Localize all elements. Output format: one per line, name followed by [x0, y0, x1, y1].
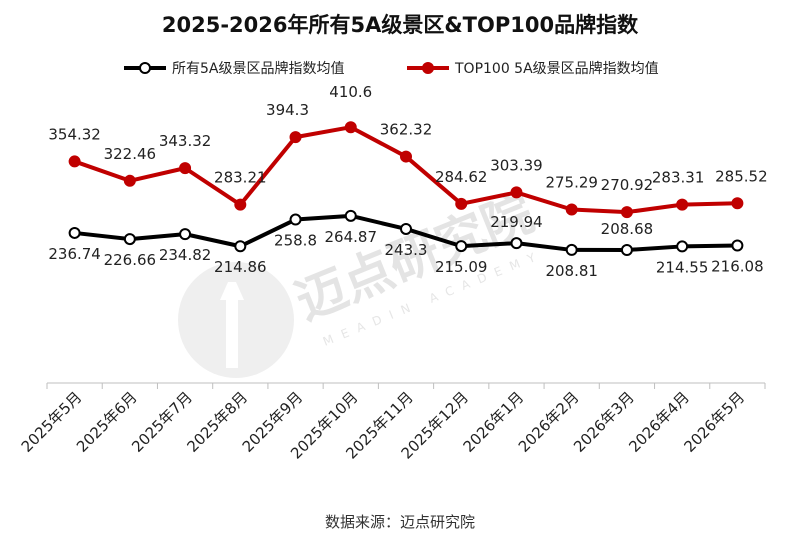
data-label-red: 394.3 — [266, 101, 309, 119]
legend-label-black: 所有5A级景区品牌指数均值 — [172, 60, 344, 77]
data-point-series-0 — [344, 209, 357, 222]
data-label-black: 214.55 — [656, 258, 709, 276]
legend-marker-black — [139, 62, 151, 74]
data-label-black: 264.87 — [325, 228, 378, 246]
data-point-series-1 — [68, 155, 81, 168]
chart-title: 2025-2026年所有5A级景区&TOP100品牌指数 — [162, 13, 639, 37]
data-point-series-1 — [620, 206, 633, 219]
data-point-series-0 — [565, 243, 578, 256]
data-label-red: 354.32 — [48, 125, 101, 143]
data-point-series-0 — [455, 240, 468, 253]
legend-marker-red — [422, 62, 434, 74]
x-axis-labels: 2025年5月2025年6月2025年7月2025年8月2025年9月2025年… — [18, 388, 748, 462]
data-point-series-0 — [289, 213, 302, 226]
data-label-red: 285.52 — [715, 167, 768, 185]
data-label-red: 343.32 — [159, 132, 212, 150]
data-label-black: 236.74 — [48, 245, 101, 263]
data-point-series-1 — [455, 197, 468, 210]
data-label-red: 284.62 — [435, 168, 488, 186]
data-point-series-0 — [731, 239, 744, 252]
data-point-series-1 — [179, 162, 192, 175]
source-note: 数据来源：迈点研究院 — [325, 513, 475, 531]
data-point-series-1 — [510, 186, 523, 199]
data-label-black: 226.66 — [104, 251, 157, 269]
data-point-series-0 — [676, 240, 689, 253]
data-point-series-1 — [344, 121, 357, 134]
data-label-black: 208.68 — [601, 220, 654, 238]
data-label-black: 214.86 — [214, 258, 267, 276]
data-label-black: 216.08 — [711, 258, 764, 276]
legend: 所有5A级景区品牌指数均值 TOP100 5A级景区品牌指数均值 — [124, 60, 659, 77]
data-label-red: 410.6 — [329, 83, 372, 101]
data-label-red: 283.21 — [214, 169, 267, 187]
data-point-series-0 — [400, 222, 412, 235]
data-point-series-0 — [179, 228, 192, 241]
data-label-red: 275.29 — [545, 173, 598, 191]
data-label-red: 283.31 — [652, 169, 705, 187]
data-label-red: 270.92 — [601, 176, 654, 194]
x-tick-label: 2026年5月 — [681, 388, 749, 456]
data-point-series-0 — [510, 237, 523, 250]
data-label-black: 219.94 — [490, 213, 543, 231]
data-label-black: 208.81 — [545, 262, 598, 280]
data-label-black: 243.3 — [385, 241, 428, 259]
legend-label-red: TOP100 5A级景区品牌指数均值 — [454, 60, 659, 77]
data-point-series-1 — [234, 198, 247, 211]
data-point-series-0 — [234, 240, 247, 253]
data-point-series-1 — [400, 150, 412, 163]
data-label-red: 362.32 — [380, 121, 433, 139]
data-point-series-0 — [620, 244, 633, 257]
data-point-series-1 — [123, 174, 136, 187]
data-label-red: 322.46 — [104, 145, 157, 163]
data-point-series-1 — [731, 197, 744, 210]
watermark-tower-icon — [220, 282, 244, 368]
data-point-series-1 — [565, 203, 578, 216]
data-label-red: 303.39 — [490, 156, 543, 174]
data-label-black: 215.09 — [435, 258, 488, 276]
data-label-black: 234.82 — [159, 246, 212, 264]
data-point-series-1 — [289, 131, 302, 144]
x-axis-ticks — [46, 383, 766, 389]
series-points — [68, 121, 744, 257]
data-point-series-1 — [676, 198, 689, 211]
data-point-series-0 — [123, 233, 136, 246]
data-label-black: 258.8 — [274, 232, 317, 250]
data-point-series-0 — [68, 226, 81, 239]
